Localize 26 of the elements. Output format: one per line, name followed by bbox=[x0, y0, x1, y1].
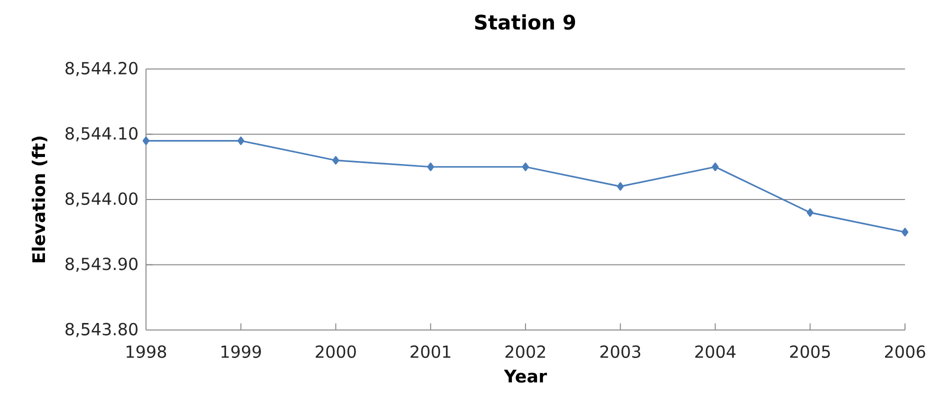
point bbox=[712, 162, 719, 172]
point bbox=[806, 208, 814, 217]
y-tick-label: 8,544.00 bbox=[66, 192, 138, 207]
x-tick-label: 2004 bbox=[695, 345, 736, 358]
x-tick-label: 1998 bbox=[126, 345, 166, 358]
point bbox=[332, 156, 340, 165]
x-tick-label: 2003 bbox=[600, 345, 640, 358]
x-tick-label: 2002 bbox=[506, 345, 546, 358]
y-tick-label: 8,544.20 bbox=[66, 62, 138, 76]
chart-title: Station 9 bbox=[475, 14, 576, 30]
y-tick-label: 8,544.10 bbox=[66, 127, 138, 142]
y-tick-label: 8,543.80 bbox=[66, 322, 138, 338]
x-tick-label: 1999 bbox=[222, 345, 261, 358]
x-tick-label: 2006 bbox=[885, 345, 926, 358]
y-tick-label: 8,543.90 bbox=[66, 258, 138, 272]
point bbox=[522, 162, 529, 172]
point bbox=[427, 162, 434, 172]
x-tick-label: 2000 bbox=[316, 345, 356, 358]
point bbox=[142, 136, 150, 146]
point bbox=[902, 228, 908, 236]
x-axis-title: Year bbox=[504, 370, 547, 383]
x-tick-label: 2005 bbox=[790, 345, 830, 358]
x-tick-label: 2001 bbox=[410, 345, 450, 358]
point bbox=[616, 182, 624, 191]
y-axis-title: Elevation (ft) bbox=[32, 136, 48, 262]
point bbox=[237, 136, 244, 146]
